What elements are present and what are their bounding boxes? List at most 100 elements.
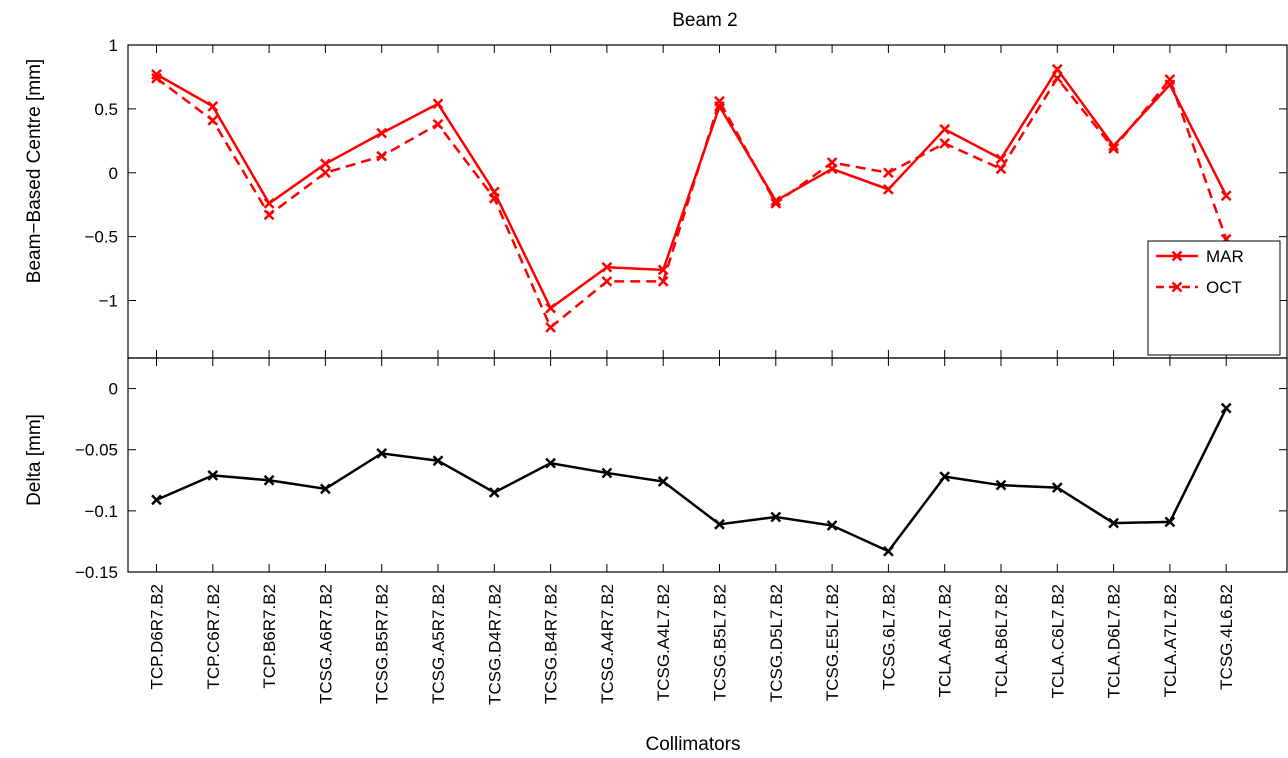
x-marker-stroke [1108,143,1119,154]
top-y-tick-label: 0 [109,164,118,183]
bottom-y-tick-label: −0.05 [75,441,118,460]
top-data-point [939,123,951,135]
bottom-data-point [207,470,219,481]
chart-title: Beam 2 [672,10,737,31]
bottom-data-point [1108,517,1119,529]
x-tick-label: TCLA.A6L7.B2 [936,584,955,697]
top-data-point [320,167,331,179]
top-data-point [376,150,388,162]
x-marker-stroke [263,474,275,486]
x-tick-label: TCP.B6R7.B2 [260,584,279,689]
legend-label-mar: MAR [1206,247,1244,266]
x-marker-stroke [376,150,388,162]
top-data-point [1164,74,1176,85]
x-tick-label: TCSG.A4L7.B2 [654,584,673,701]
legend-marker [1171,281,1183,293]
x-marker-stroke [151,494,162,506]
x-tick-label: TCSG.E5L7.B2 [823,584,842,701]
bottom-data-point [1220,402,1232,414]
top-data-point [207,114,219,126]
legend-label-oct: OCT [1206,278,1242,297]
bottom-data-point [883,545,894,557]
x-marker-stroke [151,72,162,84]
x-marker-stroke [1051,72,1063,84]
x-marker-stroke [657,476,669,487]
x-marker-stroke [995,153,1007,165]
x-axis-title: Collimators [645,734,740,755]
x-marker-stroke [1051,63,1063,75]
bottom-y-tick-label: 0 [109,380,118,399]
x-marker-stroke [263,209,275,221]
x-marker-stroke [320,483,331,495]
x-marker-stroke [376,447,388,459]
x-marker-stroke [432,455,444,467]
x-marker-stroke [207,114,219,126]
top-data-point [320,158,331,170]
top-data-point [432,98,444,110]
top-data-point [883,183,894,195]
bottom-data-point [1164,516,1176,528]
x-marker-stroke [883,545,894,557]
x-marker-stroke [207,470,219,481]
bottom-data-point [432,455,444,467]
top-data-point [545,302,556,314]
top-panel: 1 0.5 0 −0.5 −1 [84,36,1288,359]
x-tick-label: TCLA.D6L7.B2 [1105,584,1124,698]
x-tick-label: TCSG.B5L7.B2 [711,584,730,701]
top-data-point [601,261,613,273]
x-marker-stroke [1220,402,1232,414]
top-data-point [1108,143,1119,154]
x-marker-stroke [432,98,444,110]
top-data-point [263,198,275,209]
top-axes-frame [127,44,1288,359]
top-series-oct-line [155,76,1228,330]
bottom-data-point [939,471,951,483]
x-tick-label: TCSG.D4R7.B2 [485,584,504,705]
x-marker-stroke [1220,190,1232,202]
x-marker-stroke [376,127,388,139]
bottom-data-point [263,474,275,486]
x-marker-stroke [263,198,275,209]
x-marker-stroke [1164,74,1176,85]
x-tick-label: TCP.D6R7.B2 [148,584,167,690]
x-tick-label: TCSG.4L6.B2 [1217,584,1236,690]
x-marker-stroke [883,167,894,179]
x-tick-label: TCSG.6L7.B2 [879,584,898,690]
bottom-axes-frame [127,357,1288,573]
x-marker-stroke [1108,517,1119,529]
legend-box [1147,240,1281,356]
x-marker-stroke [657,275,669,287]
top-data-point [883,167,894,179]
x-marker-stroke [883,183,894,195]
x-marker-stroke [432,118,444,130]
x-marker-stroke [1164,516,1176,528]
bottom-data-point [320,483,331,495]
x-marker-stroke [657,264,669,276]
x-marker-stroke [939,137,951,149]
top-data-point [826,157,838,168]
bottom-data-point [995,479,1007,491]
top-data-point [207,100,219,112]
bottom-data-point [714,518,725,530]
bottom-data-point [488,487,500,498]
x-tick-label: TCSG.A4R7.B2 [598,584,617,704]
x-marker-stroke [714,95,725,107]
bottom-y-tick-label: −0.1 [84,502,118,521]
bottom-data-point [657,476,669,487]
top-data-point [1051,72,1063,84]
x-marker-stroke [207,100,219,112]
x-marker-stroke [320,158,331,170]
top-data-point [263,209,275,221]
x-marker-stroke [601,275,613,287]
category-axis-labels: TCP.D6R7.B2 TCP.C6R7.B2 TCP.B6R7.B2 TCSG.A6… [148,584,1237,705]
x-marker-stroke [488,192,500,204]
top-data-point [657,275,669,287]
x-tick-label: TCSG.D5L7.B2 [767,584,786,702]
x-tick-label: TCSG.A6R7.B2 [316,584,335,704]
x-marker-stroke [545,302,556,314]
bottom-y-tick-label: −0.15 [75,563,118,582]
top-data-point [939,137,951,149]
bottom-data-point [545,457,556,469]
top-y-tick-label: 0.5 [94,100,118,119]
